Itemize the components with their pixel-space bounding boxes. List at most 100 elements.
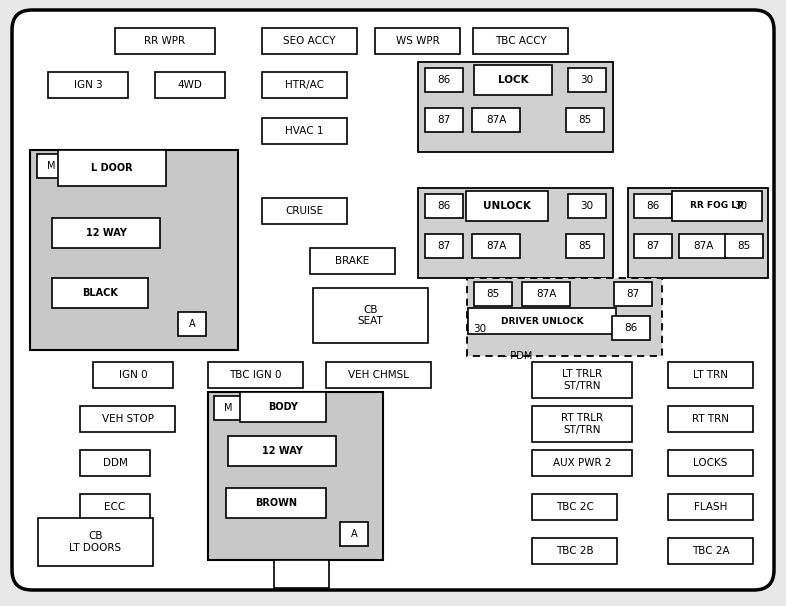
Bar xyxy=(722,194,760,218)
Text: CRUISE: CRUISE xyxy=(285,206,324,216)
Text: 86: 86 xyxy=(437,201,450,211)
Bar xyxy=(568,68,606,92)
Text: LOCKS: LOCKS xyxy=(693,458,728,468)
Text: LT TRN: LT TRN xyxy=(693,370,728,380)
Bar xyxy=(425,68,463,92)
Text: 87A: 87A xyxy=(692,241,713,251)
Bar xyxy=(274,560,329,588)
Bar xyxy=(474,282,512,306)
Text: IGN 0: IGN 0 xyxy=(119,370,147,380)
Text: 87: 87 xyxy=(646,241,659,251)
Bar xyxy=(474,65,552,95)
Text: FLASH: FLASH xyxy=(694,502,727,512)
Text: 30: 30 xyxy=(473,324,486,334)
Bar xyxy=(155,72,225,98)
Text: WS WPR: WS WPR xyxy=(395,36,439,46)
Bar xyxy=(326,362,431,388)
Text: CB
LT DOORS: CB LT DOORS xyxy=(69,531,122,553)
Bar xyxy=(668,494,753,520)
Text: L DOOR: L DOOR xyxy=(91,163,133,173)
Bar xyxy=(472,234,520,258)
Text: IGN 3: IGN 3 xyxy=(74,80,102,90)
Bar xyxy=(48,72,128,98)
Text: TBC 2A: TBC 2A xyxy=(692,546,729,556)
Bar xyxy=(628,188,768,278)
Bar xyxy=(115,28,215,54)
Text: 87A: 87A xyxy=(486,115,506,125)
Bar xyxy=(612,316,650,340)
Bar xyxy=(262,118,347,144)
Text: 12 WAY: 12 WAY xyxy=(262,446,303,456)
Text: RR FOG LP: RR FOG LP xyxy=(690,202,744,210)
Bar xyxy=(668,406,753,432)
Bar xyxy=(532,362,632,398)
Bar xyxy=(532,406,632,442)
Text: RT TRN: RT TRN xyxy=(692,414,729,424)
Text: VEH STOP: VEH STOP xyxy=(101,414,153,424)
Text: CB
SEAT: CB SEAT xyxy=(358,305,384,326)
Bar xyxy=(80,494,150,520)
Bar xyxy=(30,150,238,350)
Bar xyxy=(425,108,463,132)
Text: 87: 87 xyxy=(437,241,450,251)
Text: 85: 85 xyxy=(487,289,500,299)
Text: 30: 30 xyxy=(580,201,593,211)
Bar xyxy=(375,28,460,54)
Text: 87A: 87A xyxy=(486,241,506,251)
FancyBboxPatch shape xyxy=(12,10,774,590)
Bar xyxy=(208,362,303,388)
Text: UNLOCK: UNLOCK xyxy=(483,201,531,211)
Text: A: A xyxy=(351,529,358,539)
Text: DRIVER UNLOCK: DRIVER UNLOCK xyxy=(501,316,583,325)
Text: LOCK: LOCK xyxy=(498,75,528,85)
Bar xyxy=(52,218,160,248)
Bar xyxy=(634,194,672,218)
Text: - - PDM -: - - PDM - xyxy=(497,351,539,361)
Bar xyxy=(310,248,395,274)
Bar xyxy=(418,188,613,278)
Bar xyxy=(466,191,548,221)
Text: 87A: 87A xyxy=(536,289,556,299)
Text: RT TRLR
ST/TRN: RT TRLR ST/TRN xyxy=(561,413,603,435)
Bar xyxy=(178,312,206,336)
Text: VEH CHMSL: VEH CHMSL xyxy=(348,370,409,380)
Text: TBC 2B: TBC 2B xyxy=(556,546,593,556)
Text: 85: 85 xyxy=(737,241,751,251)
Bar xyxy=(37,154,65,178)
Text: 30: 30 xyxy=(580,75,593,85)
Text: BRAKE: BRAKE xyxy=(336,256,369,266)
Bar xyxy=(634,234,672,258)
Text: A: A xyxy=(189,319,195,329)
Bar xyxy=(522,282,570,306)
Text: 85: 85 xyxy=(578,115,592,125)
Bar xyxy=(679,234,727,258)
Text: TBC IGN 0: TBC IGN 0 xyxy=(230,370,281,380)
Text: 86: 86 xyxy=(646,201,659,211)
Text: TBC 2C: TBC 2C xyxy=(556,502,593,512)
Bar xyxy=(425,234,463,258)
Bar xyxy=(672,191,762,221)
Bar xyxy=(532,538,617,564)
Text: HTR/AC: HTR/AC xyxy=(285,80,324,90)
Bar xyxy=(532,450,632,476)
Text: 86: 86 xyxy=(437,75,450,85)
Bar xyxy=(568,194,606,218)
Bar xyxy=(208,392,383,560)
Text: LT TRLR
ST/TRN: LT TRLR ST/TRN xyxy=(562,369,602,391)
Bar xyxy=(262,28,357,54)
Text: TBC ACCY: TBC ACCY xyxy=(494,36,546,46)
Bar xyxy=(566,234,604,258)
Bar xyxy=(468,308,616,334)
Bar xyxy=(313,288,428,343)
Text: 87: 87 xyxy=(437,115,450,125)
Text: RR WPR: RR WPR xyxy=(145,36,185,46)
Bar xyxy=(668,538,753,564)
Bar xyxy=(340,522,368,546)
Bar xyxy=(473,28,568,54)
Text: M: M xyxy=(46,161,55,171)
Bar xyxy=(532,494,617,520)
Bar xyxy=(240,392,326,422)
Text: 85: 85 xyxy=(578,241,592,251)
Text: 87: 87 xyxy=(626,289,640,299)
Bar xyxy=(80,450,150,476)
